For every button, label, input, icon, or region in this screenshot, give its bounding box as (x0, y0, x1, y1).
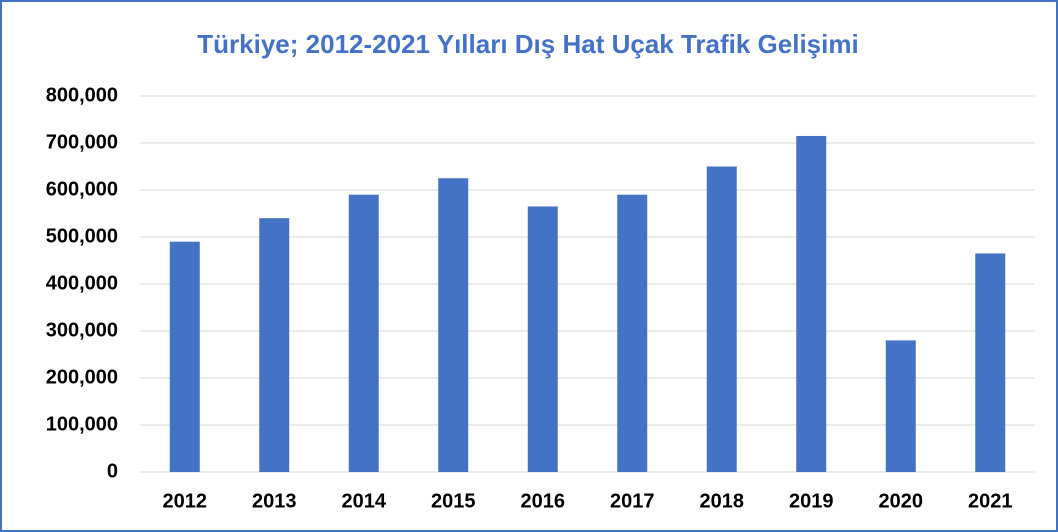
chart-title: Türkiye; 2012-2021 Yılları Dış Hat Uçak … (197, 29, 858, 59)
x-tick-label: 2014 (342, 490, 387, 512)
y-tick-label: 300,000 (46, 319, 118, 341)
y-tick-label: 700,000 (46, 131, 118, 153)
y-tick-label: 100,000 (46, 413, 118, 435)
y-tick-label: 0 (107, 460, 118, 482)
bar (706, 166, 737, 472)
x-tick-label: 2017 (610, 490, 655, 512)
y-tick-label: 600,000 (46, 178, 118, 200)
y-tick-label: 200,000 (46, 366, 118, 388)
x-tick-label: 2015 (431, 490, 476, 512)
bar (169, 241, 200, 472)
bar (259, 218, 290, 472)
y-tick-label: 800,000 (46, 84, 118, 106)
bar (796, 135, 827, 472)
bar (348, 194, 379, 472)
bar (438, 178, 469, 472)
x-tick-label: 2021 (968, 490, 1013, 512)
y-tick-label: 500,000 (46, 225, 118, 247)
x-tick-label: 2012 (163, 490, 208, 512)
x-tick-label: 2013 (252, 490, 297, 512)
y-tick-label: 400,000 (46, 272, 118, 294)
bar (885, 340, 916, 472)
x-tick-label: 2020 (879, 490, 924, 512)
x-tick-label: 2019 (789, 490, 834, 512)
x-tick-label: 2018 (700, 490, 745, 512)
bar (527, 206, 558, 472)
x-tick-label: 2016 (521, 490, 566, 512)
bar (617, 194, 648, 472)
bar (975, 253, 1006, 472)
